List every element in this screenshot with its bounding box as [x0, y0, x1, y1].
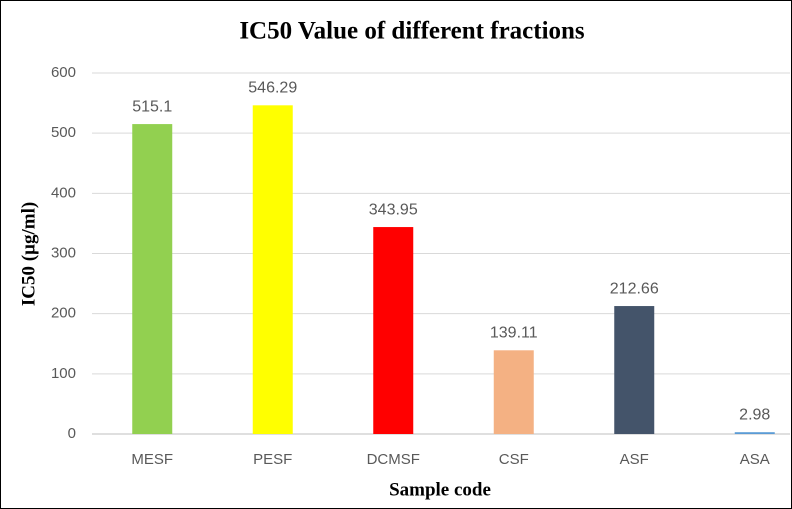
- y-tick-label: 500: [51, 124, 76, 141]
- data-label: 2.98: [739, 406, 770, 423]
- y-axis-label: IC50 (µg/ml): [18, 202, 39, 306]
- data-label: 139.11: [490, 325, 538, 342]
- bar: [252, 105, 293, 434]
- chart-title: IC50 Value of different fractions: [239, 18, 585, 45]
- y-tick-label: 400: [51, 184, 76, 201]
- y-tick-label: 600: [51, 64, 76, 81]
- bar: [493, 350, 534, 434]
- bar: [132, 124, 173, 435]
- bar: [373, 227, 414, 434]
- data-label: 212.66: [610, 280, 659, 297]
- x-tick-label: MESF: [131, 451, 173, 468]
- bar: [614, 306, 655, 434]
- data-label: 343.95: [369, 201, 418, 218]
- x-tick-label: PESF: [253, 451, 292, 468]
- x-tick-label: DCMSF: [367, 451, 420, 468]
- data-label: 515.1: [132, 98, 172, 115]
- bar: [734, 432, 775, 434]
- x-axis-label: Sample code: [389, 479, 491, 500]
- x-tick-label: ASA: [740, 451, 770, 468]
- y-tick-label: 0: [68, 425, 76, 442]
- y-tick-label: 300: [51, 244, 76, 261]
- data-label: 546.29: [248, 80, 297, 97]
- y-tick-label: 100: [51, 365, 76, 382]
- y-tick-label: 200: [51, 305, 76, 322]
- x-tick-label: ASF: [620, 451, 649, 468]
- x-tick-label: CSF: [499, 451, 529, 468]
